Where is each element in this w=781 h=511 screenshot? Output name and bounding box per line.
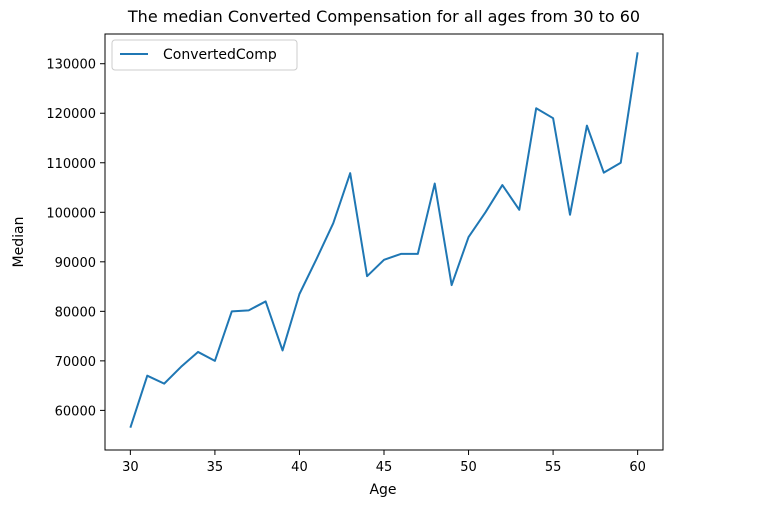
plot-area <box>104 33 664 451</box>
legend-box <box>111 39 298 71</box>
legend: ConvertedComp <box>111 39 298 71</box>
x-axis: 30 35 40 45 50 55 60 <box>122 450 646 475</box>
y-tick-label: 130000 <box>46 58 96 73</box>
x-tick-label: 55 <box>545 460 562 475</box>
x-tick-label: 40 <box>291 460 308 475</box>
series-line-0 <box>129 52 639 429</box>
x-tick-label: 45 <box>376 460 393 475</box>
x-tick-label: 35 <box>207 460 224 475</box>
y-tick-label: 90000 <box>55 256 96 271</box>
y-tick-label: 60000 <box>55 404 96 419</box>
y-tick-label: 120000 <box>46 107 96 122</box>
plot-background <box>105 34 663 450</box>
x-tick-label: 50 <box>460 460 477 475</box>
x-axis-label: Age <box>369 482 396 498</box>
y-axis-label: Median <box>11 217 27 268</box>
x-tick-label: 60 <box>629 460 646 475</box>
y-tick-label: 70000 <box>55 355 96 370</box>
y-axis: 60000 70000 80000 90000 100000 110000 120000 13… <box>46 58 105 419</box>
y-tick-label: 100000 <box>46 206 96 221</box>
y-tick-label: 80000 <box>55 305 96 320</box>
legend-label: ConvertedComp <box>163 47 277 63</box>
chart-title: The median Converted Compensation for al… <box>127 7 640 26</box>
x-tick-label: 30 <box>122 460 139 475</box>
y-tick-label: 110000 <box>46 157 96 172</box>
series-layer <box>129 52 639 429</box>
